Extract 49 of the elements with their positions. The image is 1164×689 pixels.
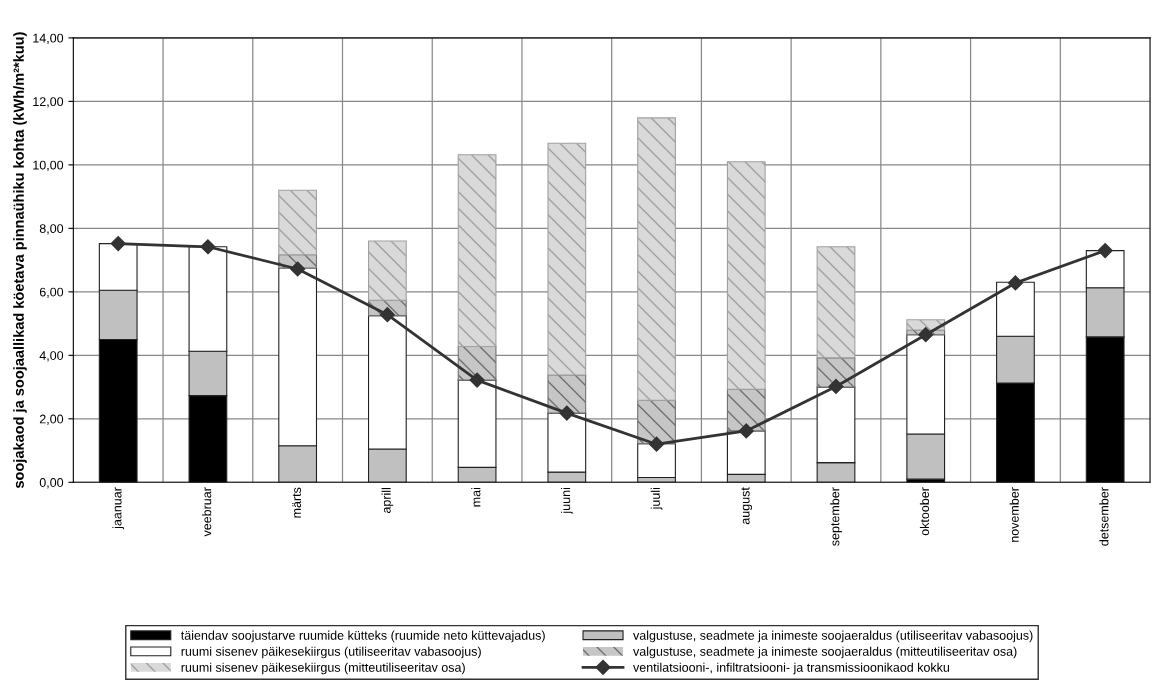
point bbox=[918, 327, 934, 343]
y-tick-label: 8,00 bbox=[39, 224, 64, 235]
legend-label: täiendav soojustarve ruumide kütteks (ruumide neto küttevajadus) bbox=[180, 630, 545, 643]
bar bbox=[547, 142, 587, 376]
bar bbox=[367, 240, 407, 301]
bar bbox=[457, 154, 497, 347]
legend-label: ruumi sisenev päikesekiirgus (utiliseeritav vabasoojus) bbox=[181, 646, 481, 659]
y-tick-label: 6,00 bbox=[39, 287, 64, 298]
bar bbox=[278, 189, 318, 256]
x-tick-label: august bbox=[741, 487, 753, 525]
bar bbox=[637, 443, 676, 479]
legend-label: ruumi sisenev päikesekiirgus (mitteutiliseeritav osa) bbox=[181, 662, 465, 675]
bar bbox=[547, 374, 587, 414]
x-tick-label: detsember bbox=[1099, 487, 1109, 546]
y-tick-label: 10,00 bbox=[33, 160, 64, 171]
x-tick-label: november bbox=[1009, 487, 1019, 542]
y-tick-label: 12,00 bbox=[33, 97, 64, 108]
bar bbox=[816, 246, 856, 359]
point bbox=[1007, 275, 1024, 291]
y-tick-label: 14,00 bbox=[33, 33, 64, 45]
x-tick-label: märts bbox=[292, 487, 301, 518]
x-tick-label: oktoober bbox=[919, 487, 930, 536]
legend-label: valgustuse, seadmete ja inimeste soojaeraldus (mitteutiliseeritav osa) bbox=[633, 646, 1017, 659]
bar bbox=[637, 399, 676, 445]
x-tick-label: september bbox=[830, 487, 842, 546]
x-tick-label: mai bbox=[471, 488, 481, 507]
bar bbox=[637, 117, 676, 401]
legend-label: ventilatsiooni-, infiltratsiooni- ja transmissioonikaod kokku bbox=[633, 662, 950, 675]
point bbox=[110, 236, 126, 252]
point bbox=[828, 378, 844, 395]
legend-label: valgustuse, seadmete ja inimeste soojaeraldus (utiliseeritav vabasoojus) bbox=[633, 630, 1033, 643]
point bbox=[648, 436, 665, 452]
point bbox=[559, 405, 575, 421]
x-tick-label: juuni bbox=[560, 488, 573, 514]
point bbox=[200, 239, 216, 255]
y-axis-title: soojakaod ja soojaallikad köetava pinnaühiku kohta (kWh/m²*kuu) bbox=[13, 32, 27, 489]
point bbox=[469, 372, 485, 388]
x-tick-label: jaanuar bbox=[112, 487, 125, 530]
x-tick-label: juuli bbox=[650, 488, 663, 510]
x-tick-label: veebruar bbox=[202, 487, 212, 537]
y-tick-label: 4,00 bbox=[39, 351, 64, 362]
y-tick-label: 2,00 bbox=[39, 414, 64, 425]
x-tick-label: aprill bbox=[381, 488, 394, 514]
bar bbox=[726, 161, 766, 390]
bar bbox=[726, 388, 766, 432]
y-tick-label: 0,00 bbox=[39, 478, 64, 489]
point bbox=[290, 261, 306, 277]
point bbox=[1097, 243, 1113, 259]
point bbox=[738, 423, 754, 439]
